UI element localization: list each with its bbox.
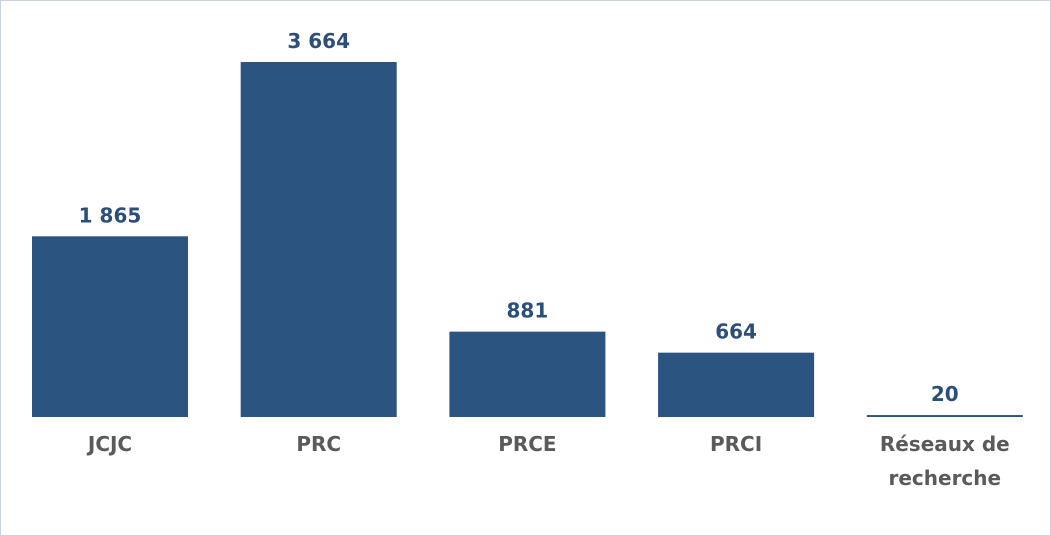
bar (240, 62, 397, 417)
value-label: 3 664 (287, 29, 350, 53)
x-tick-label: PRCI (710, 432, 763, 456)
x-tick-label: Réseaux de recherche (879, 432, 1010, 490)
value-label: 1 865 (79, 203, 142, 227)
bar (449, 331, 606, 417)
bar (32, 236, 188, 417)
bar (658, 352, 815, 417)
value-label: 664 (715, 320, 757, 344)
x-tick-label: PRCE (498, 432, 557, 456)
value-label: 881 (507, 299, 549, 323)
x-tick-label: JCJC (87, 432, 133, 456)
value-label: 20 (931, 382, 959, 406)
x-tick-label: PRC (296, 432, 342, 456)
bar (866, 415, 1023, 417)
